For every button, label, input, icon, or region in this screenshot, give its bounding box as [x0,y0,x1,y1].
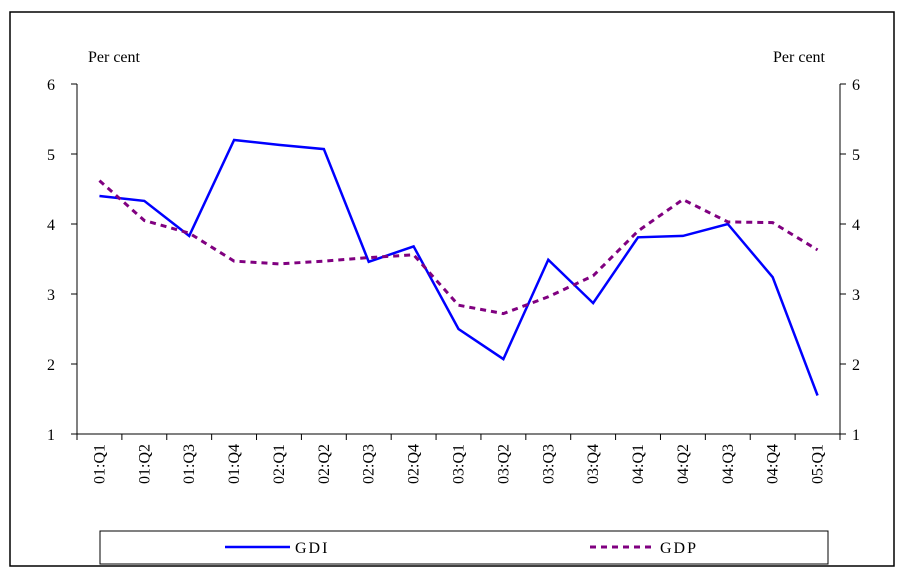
y-tick-label: 4 [47,217,55,234]
legend-box [99,530,829,565]
x-tick-label: 04:Q2 [675,444,692,484]
y2-tick-label: 2 [852,357,860,374]
y2-tick-label: 6 [852,77,860,94]
y2-tick-label: 1 [852,427,860,444]
y2-axis-label: Per cent [773,49,826,66]
x-tick-label: 01:Q4 [226,444,243,484]
x-tick-label: 01:Q3 [181,444,198,484]
series-line [99,138,819,396]
x-tick-label: 04:Q1 [630,444,647,484]
x-tick-label: 01:Q2 [136,444,153,484]
y-tick-label: 5 [47,147,55,164]
legend-label: GDI [295,540,329,557]
legend-label: GDP [660,540,698,557]
chart-frame [9,11,895,567]
x-tick-label: 03:Q2 [495,444,512,484]
y-tick-label: 3 [47,287,55,304]
y-axis-label: Per cent [88,49,141,66]
y-tick-label: 1 [47,427,55,444]
x-tick-label: 04:Q3 [720,444,737,484]
series-line [98,179,819,316]
y-tick-label: 2 [47,357,55,374]
x-tick-label: 02:Q2 [316,444,333,484]
x-tick-label: 05:Q1 [810,444,827,484]
y2-tick-label: 4 [852,217,860,234]
x-tick-label: 03:Q4 [585,444,602,484]
x-tick-label: 02:Q4 [406,444,423,484]
x-tick-label: 01:Q1 [91,444,108,484]
x-tick-label: 04:Q4 [765,444,782,484]
y2-tick-label: 5 [852,147,860,164]
x-tick-label: 03:Q1 [451,444,468,484]
y2-tick-label: 3 [852,287,860,304]
y-tick-label: 6 [47,77,55,94]
x-tick-label: 02:Q3 [361,444,378,484]
x-tick-label: 02:Q1 [271,444,288,484]
x-tick-label: 03:Q3 [540,444,557,484]
